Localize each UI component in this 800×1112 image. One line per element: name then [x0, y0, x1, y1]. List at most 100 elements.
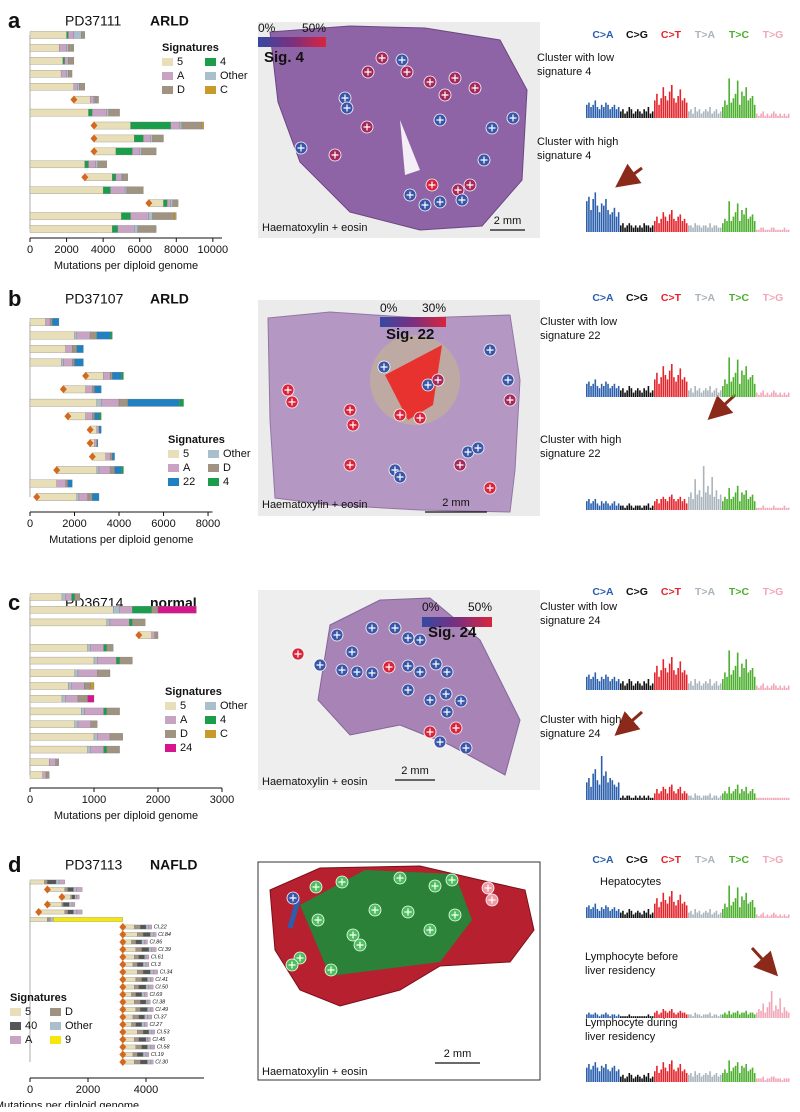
spectrum-bar	[683, 1012, 686, 1018]
spectrum-bar	[779, 507, 781, 510]
spectrum-bar	[673, 670, 675, 690]
spectrum-bar	[745, 207, 747, 232]
branch-segment	[148, 212, 153, 220]
branch-segment	[139, 147, 142, 156]
spectrum-bar	[711, 113, 713, 118]
spectrum-bar	[692, 1076, 694, 1082]
spectrum-bar	[762, 227, 764, 232]
legend-label: 5	[25, 1006, 31, 1018]
spectrum-bar	[777, 1078, 779, 1082]
spectrum-bar	[639, 795, 641, 800]
spectrum-bar	[645, 683, 648, 690]
stain-label: Haematoxylin + eosin	[262, 1066, 367, 1078]
spectrum-bar	[766, 229, 769, 232]
spectrum-bar	[666, 501, 669, 510]
spectrum-bar	[696, 795, 699, 800]
spectrum-bar	[770, 1076, 773, 1082]
spectrum-bar	[775, 1005, 777, 1018]
cluster-cross	[297, 144, 305, 152]
branch-segment	[96, 398, 102, 407]
spectrum-bar	[586, 1014, 588, 1018]
spectrum-bar	[611, 679, 614, 690]
spectrum-bar	[787, 392, 790, 397]
class-label: C>A	[592, 29, 614, 41]
branch-segment	[163, 199, 168, 207]
branch-segment	[144, 1014, 148, 1020]
spectrum-bar	[781, 394, 784, 397]
spectrum-bar	[594, 1012, 597, 1018]
legend-label: Other	[65, 1020, 93, 1032]
branch-segment	[78, 493, 89, 501]
spectrum-bar	[734, 212, 737, 232]
spectrum-bar	[768, 115, 771, 118]
spectrum-bar	[634, 225, 637, 232]
spectrum-bar	[702, 1014, 705, 1018]
branch-segment	[131, 992, 136, 997]
branch-segment	[142, 932, 151, 937]
branch-segment	[157, 606, 197, 614]
cluster-cross	[396, 473, 404, 481]
branch-segment	[98, 412, 102, 421]
spectrum-bar	[586, 501, 588, 510]
spectrum-bar	[654, 793, 656, 800]
branch-segment	[67, 909, 74, 915]
sample-state: ARLD	[150, 13, 189, 29]
spectrum-bar	[615, 681, 618, 690]
branch-segment	[144, 939, 148, 945]
spectrum-bar	[620, 797, 622, 800]
spectrum-bar	[592, 199, 594, 232]
node-diamond	[119, 1013, 127, 1021]
branch-segment	[74, 894, 77, 900]
spectrum-bar	[668, 896, 671, 918]
legend-label: D	[177, 84, 185, 96]
spectrum-bar	[683, 377, 686, 397]
branch-segment	[134, 999, 141, 1005]
spectrum-bar	[751, 789, 754, 800]
spectrum-bar	[634, 390, 637, 397]
cluster-cross	[421, 201, 429, 209]
cluster-cross	[441, 91, 449, 99]
spectrum-bar	[654, 903, 656, 918]
branch-segment	[166, 199, 171, 207]
spectrum-bar	[613, 207, 616, 232]
spectrum-bar	[590, 503, 592, 510]
spectrum-bar	[734, 1012, 737, 1018]
spectrum-bar	[762, 390, 764, 397]
spectrum-bar	[641, 507, 643, 510]
spectrum-bar	[632, 227, 635, 232]
spectrum-bar	[760, 227, 762, 232]
spectrum-bar	[743, 494, 745, 510]
branch-segment	[64, 57, 69, 65]
spectrum-label: liver residency	[585, 965, 656, 977]
spectrum-bar	[779, 1078, 781, 1082]
branch-segment	[29, 398, 97, 407]
spectrum-bar	[741, 789, 743, 800]
spectrum-bar	[637, 797, 639, 800]
spectrum-bar	[730, 905, 733, 918]
branch-segment	[94, 95, 99, 104]
branch-segment	[144, 1022, 148, 1027]
colorbar-label: Sig. 22	[386, 326, 434, 343]
spectrum-bar	[668, 214, 671, 232]
spectrum-bar	[639, 225, 641, 232]
branch-segment	[144, 954, 147, 960]
spectrum-bar	[620, 390, 622, 397]
branch-segment	[137, 969, 144, 975]
spectrum-bar	[664, 216, 667, 232]
spectrum-bar	[603, 1014, 605, 1018]
spectrum-bar	[624, 507, 626, 510]
spectrum-bar	[671, 494, 673, 510]
spectrum-bar	[781, 916, 784, 918]
cluster-label: Cl.86	[149, 939, 163, 945]
spectrum-bar	[696, 111, 699, 118]
spectrum-bar	[690, 910, 692, 918]
colorbar	[422, 617, 492, 627]
spectrum-bar	[690, 492, 692, 510]
legend-swatch	[208, 464, 219, 472]
spectrum-bar	[624, 113, 626, 118]
spectrum-bar	[770, 392, 773, 397]
spectrum-bar	[702, 912, 705, 918]
branch-segment	[147, 1044, 151, 1050]
spectrum-bar	[768, 687, 771, 690]
cluster-cross	[353, 668, 361, 676]
